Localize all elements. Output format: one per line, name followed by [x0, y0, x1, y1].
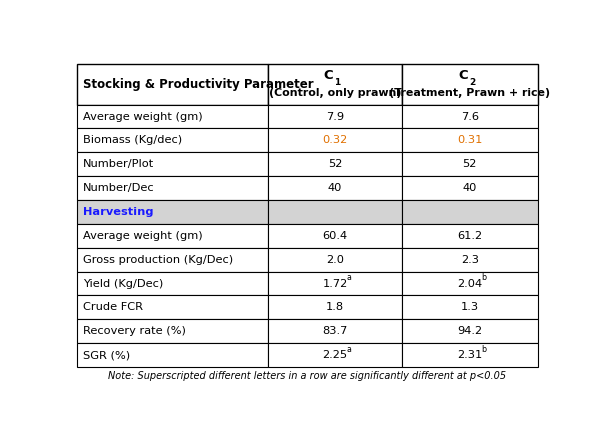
- Bar: [402, 105, 538, 129]
- Text: 61.2: 61.2: [457, 231, 482, 241]
- Text: 94.2: 94.2: [457, 326, 482, 336]
- Text: 7.6: 7.6: [461, 112, 479, 122]
- Text: Recovery rate (%): Recovery rate (%): [83, 326, 186, 336]
- Bar: [402, 224, 538, 248]
- Text: (Control, only prawn): (Control, only prawn): [269, 88, 401, 98]
- Text: Biomass (Kg/dec): Biomass (Kg/dec): [83, 136, 182, 145]
- Text: Stocking & Productivity Parameter: Stocking & Productivity Parameter: [83, 78, 314, 90]
- Bar: [77, 271, 268, 295]
- Bar: [402, 319, 538, 343]
- Bar: [77, 129, 268, 152]
- Bar: [268, 271, 402, 295]
- Text: 52: 52: [463, 159, 477, 169]
- Text: 2.25: 2.25: [323, 350, 347, 360]
- Text: Harvesting: Harvesting: [83, 207, 154, 217]
- Text: 40: 40: [328, 183, 343, 193]
- Text: C: C: [458, 68, 468, 81]
- Bar: [402, 295, 538, 319]
- Bar: [77, 176, 268, 200]
- Text: a: a: [347, 345, 352, 354]
- Bar: [268, 105, 402, 129]
- Bar: [402, 271, 538, 295]
- Bar: [268, 176, 402, 200]
- Bar: [402, 64, 538, 105]
- Bar: [402, 248, 538, 271]
- Text: 60.4: 60.4: [323, 231, 347, 241]
- Text: Average weight (gm): Average weight (gm): [83, 231, 203, 241]
- Text: b: b: [481, 273, 487, 282]
- Text: 0.32: 0.32: [322, 136, 348, 145]
- Bar: [77, 248, 268, 271]
- Text: Number/Dec: Number/Dec: [83, 183, 155, 193]
- Bar: [268, 224, 402, 248]
- Bar: [77, 152, 268, 176]
- Bar: [402, 343, 538, 367]
- Text: b: b: [481, 345, 487, 354]
- Bar: [402, 129, 538, 152]
- Bar: [268, 200, 402, 224]
- Text: a: a: [347, 273, 352, 282]
- Bar: [268, 64, 402, 105]
- Bar: [77, 64, 268, 105]
- Text: 83.7: 83.7: [322, 326, 348, 336]
- Text: Yield (Kg/Dec): Yield (Kg/Dec): [83, 278, 164, 288]
- Bar: [77, 224, 268, 248]
- Text: SGR (%): SGR (%): [83, 350, 130, 360]
- Bar: [402, 152, 538, 176]
- Text: Note: Superscripted different letters in a row are significantly different at p<: Note: Superscripted different letters in…: [109, 371, 506, 381]
- Text: 52: 52: [328, 159, 343, 169]
- Bar: [268, 152, 402, 176]
- Bar: [402, 176, 538, 200]
- Bar: [268, 295, 402, 319]
- Text: 1.3: 1.3: [461, 302, 479, 312]
- Text: 2: 2: [469, 78, 475, 87]
- Text: Crude FCR: Crude FCR: [83, 302, 143, 312]
- Bar: [268, 319, 402, 343]
- Text: 7.9: 7.9: [326, 112, 344, 122]
- Text: C: C: [323, 68, 333, 81]
- Bar: [77, 319, 268, 343]
- Text: 2.3: 2.3: [461, 255, 479, 265]
- Bar: [268, 129, 402, 152]
- Text: Number/Plot: Number/Plot: [83, 159, 155, 169]
- Bar: [268, 248, 402, 271]
- Bar: [77, 200, 268, 224]
- Bar: [77, 343, 268, 367]
- Text: Gross production (Kg/Dec): Gross production (Kg/Dec): [83, 255, 233, 265]
- Text: 0.31: 0.31: [457, 136, 482, 145]
- Text: 1: 1: [334, 78, 340, 87]
- Text: 2.0: 2.0: [326, 255, 344, 265]
- Bar: [402, 200, 538, 224]
- Text: (Treatment, Prawn + rice): (Treatment, Prawn + rice): [389, 88, 550, 98]
- Bar: [268, 343, 402, 367]
- Bar: [77, 105, 268, 129]
- Text: 1.72: 1.72: [322, 278, 348, 288]
- Text: Average weight (gm): Average weight (gm): [83, 112, 203, 122]
- Text: 40: 40: [463, 183, 477, 193]
- Text: 2.04: 2.04: [457, 278, 482, 288]
- Bar: [77, 295, 268, 319]
- Text: 1.8: 1.8: [326, 302, 344, 312]
- Text: 2.31: 2.31: [457, 350, 482, 360]
